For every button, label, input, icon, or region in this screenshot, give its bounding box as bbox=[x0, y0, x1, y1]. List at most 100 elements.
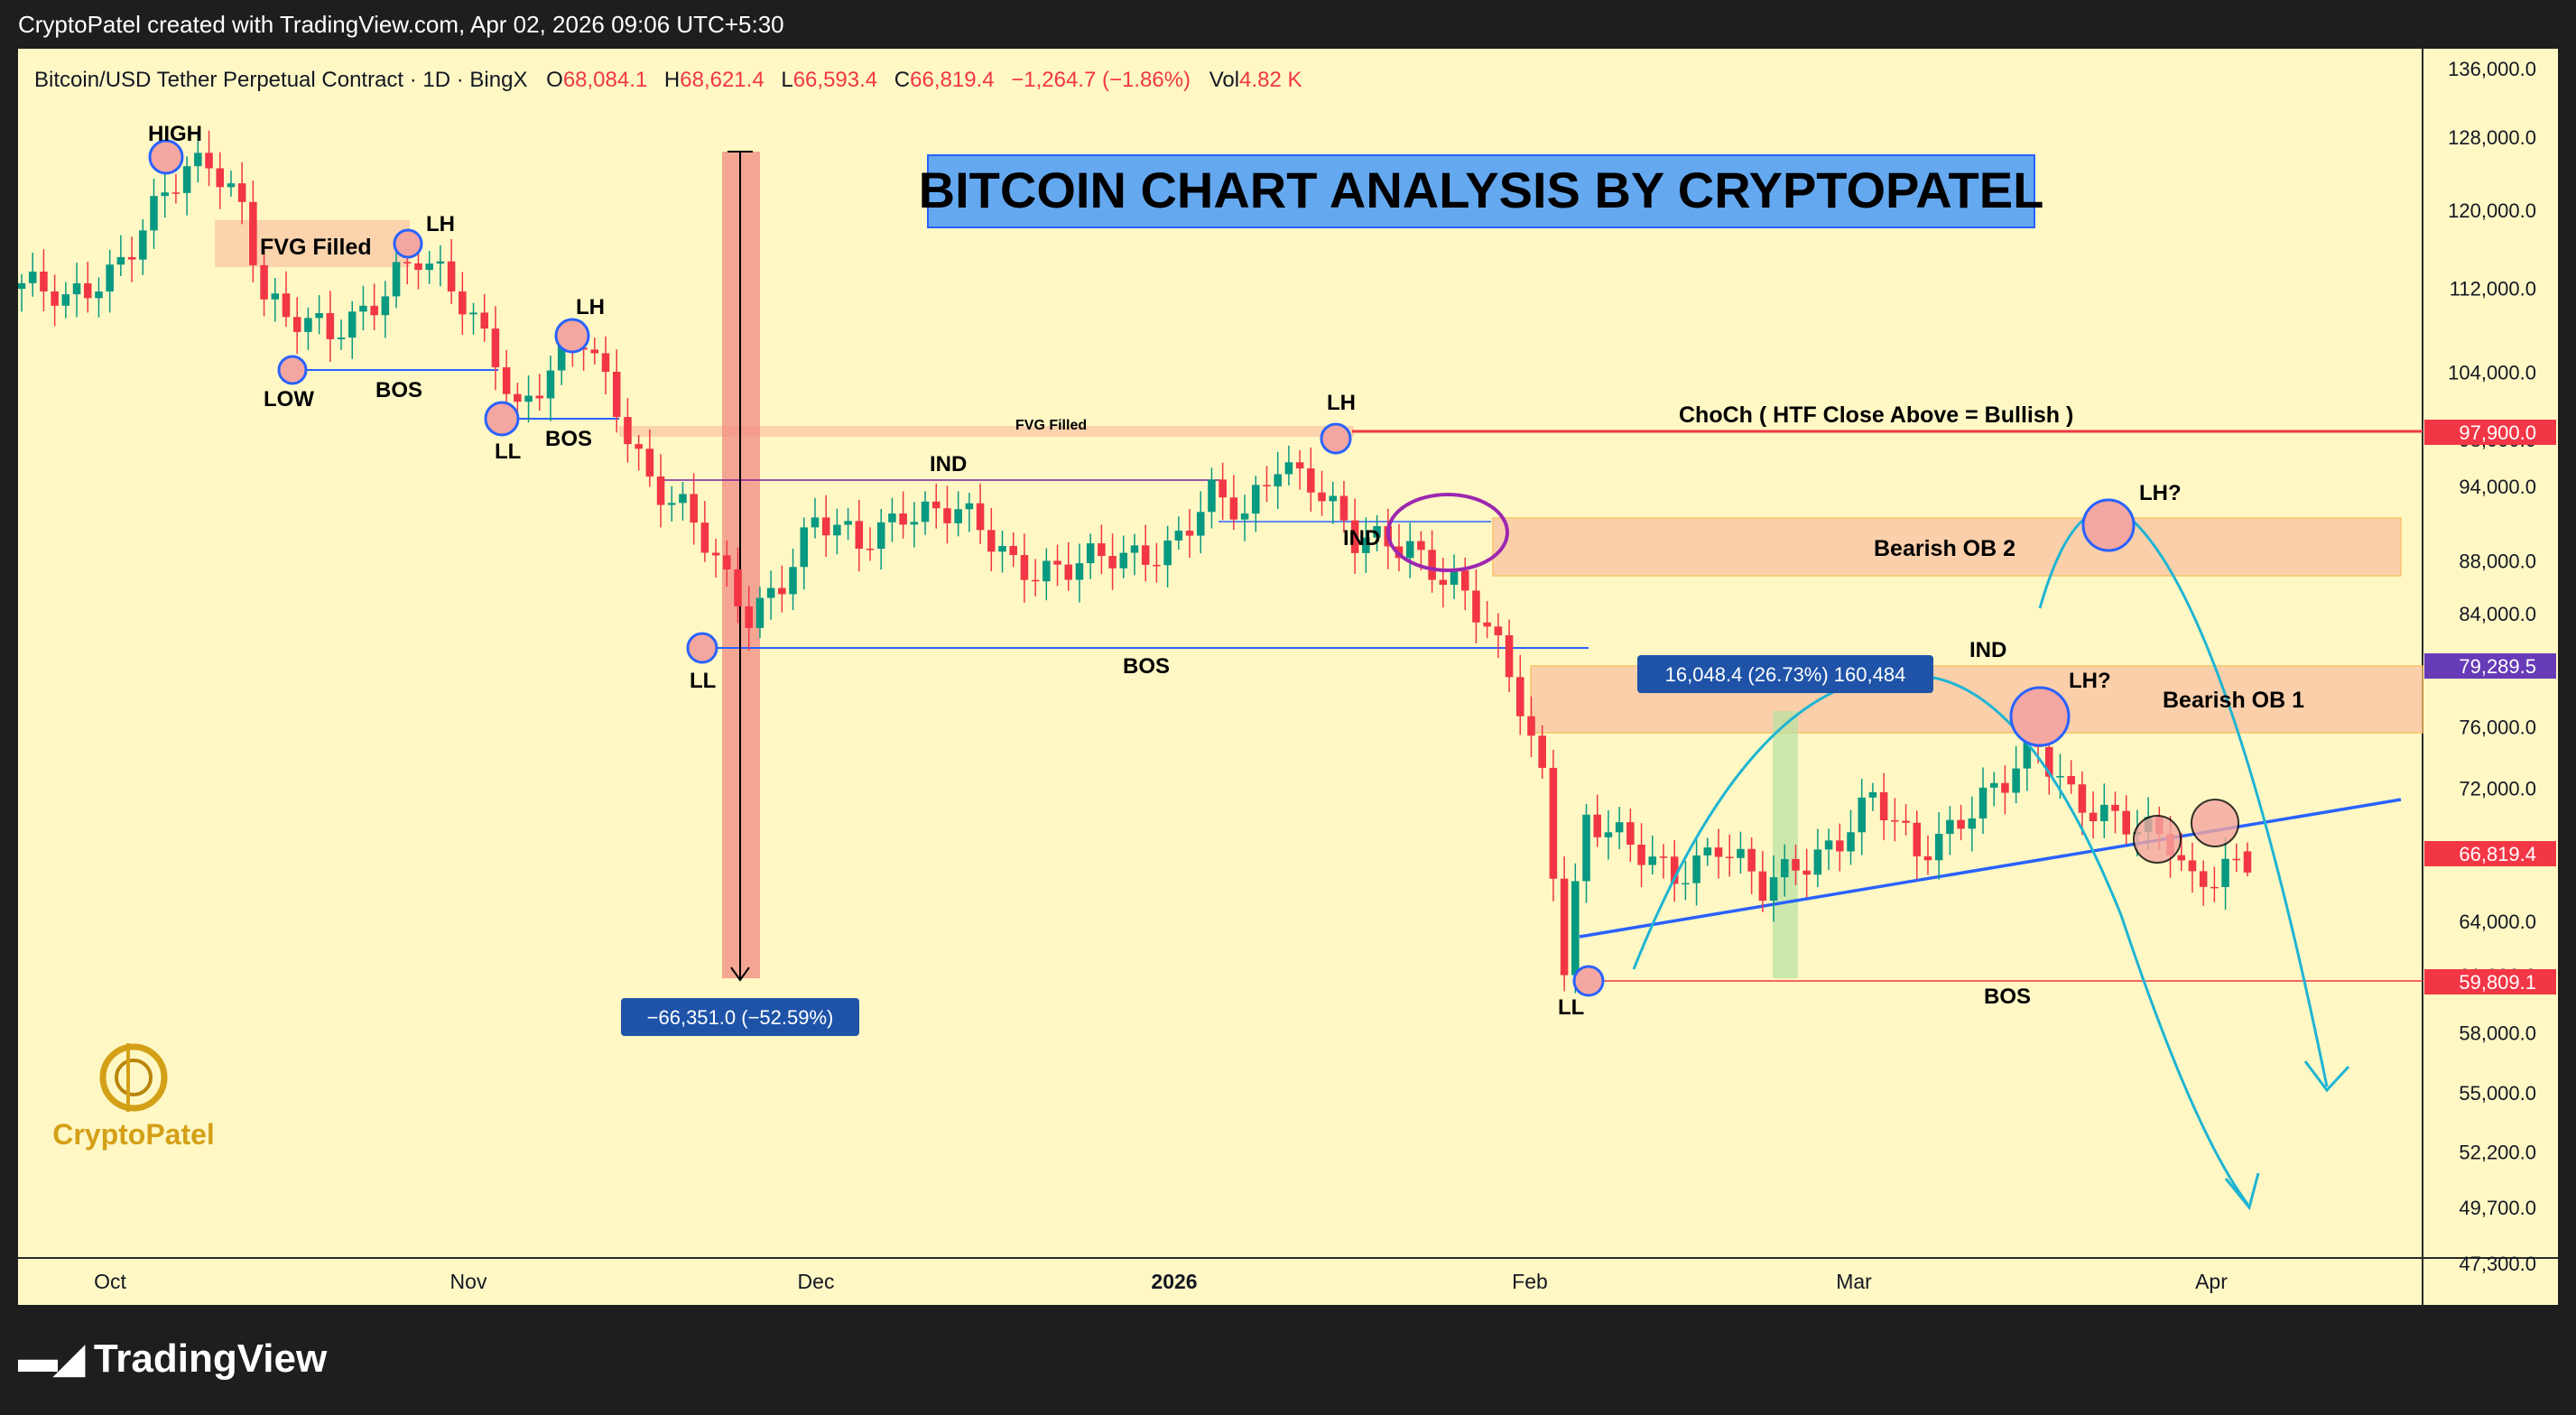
price-badges: 97,900.0 79,289.5 66,819.4 59,809.1 bbox=[2424, 420, 2556, 994]
candle-up bbox=[789, 567, 797, 595]
candle-down bbox=[502, 366, 511, 394]
candle-up bbox=[392, 262, 401, 297]
candle-down bbox=[2177, 855, 2186, 861]
candle-up bbox=[524, 395, 533, 402]
candle-up bbox=[1405, 541, 1414, 559]
candle-up bbox=[1780, 858, 1789, 878]
candle-up bbox=[359, 305, 367, 312]
candle-up bbox=[1119, 552, 1128, 569]
candle-up bbox=[921, 501, 930, 523]
label-ind2: IND bbox=[1343, 526, 1380, 550]
candle-down bbox=[1505, 634, 1514, 678]
footer-bar bbox=[0, 1305, 2576, 1415]
candle-down bbox=[205, 153, 213, 169]
ind2-ellipse bbox=[1386, 493, 1509, 572]
candle-up bbox=[1196, 512, 1205, 536]
bearish-ob2-zone bbox=[1492, 517, 2402, 577]
candle-down bbox=[370, 305, 378, 316]
candle-down bbox=[1549, 767, 1558, 879]
candle-down bbox=[459, 291, 467, 315]
candle-down bbox=[171, 192, 181, 194]
candle-down bbox=[2188, 860, 2197, 872]
price-tick-label: 104,000.0 bbox=[2448, 361, 2536, 384]
candle-up bbox=[17, 282, 26, 290]
candle-down bbox=[1538, 735, 1546, 768]
badge-ob1: 79,289.5 bbox=[2459, 655, 2536, 678]
candle-down bbox=[51, 291, 59, 306]
badge-choch-bg bbox=[2424, 420, 2556, 445]
candle-up bbox=[965, 503, 974, 510]
candle-down bbox=[1295, 462, 1304, 469]
candle-up bbox=[1450, 570, 1459, 585]
candle-down bbox=[976, 503, 985, 531]
candle-down bbox=[1714, 847, 1723, 857]
time-label-feb: Feb bbox=[1512, 1270, 1548, 1293]
logo-text: CryptoPatel bbox=[52, 1118, 215, 1151]
lhq2-circle bbox=[2009, 686, 2071, 747]
projection-curve-2 bbox=[2038, 508, 2329, 1087]
candle-down bbox=[1913, 822, 1922, 856]
projection-curve-1 bbox=[1632, 673, 2249, 1205]
chart-title: BITCOIN CHART ANALYSIS BY CRYPTOPATEL bbox=[919, 162, 2044, 218]
low-circle bbox=[277, 355, 308, 385]
candle-down bbox=[1802, 870, 1811, 875]
lh2-circle bbox=[554, 318, 590, 354]
candle-down bbox=[127, 256, 136, 260]
ll2-circle bbox=[686, 632, 718, 664]
time-label-nov: Nov bbox=[450, 1270, 487, 1293]
label-bos3: BOS bbox=[1123, 654, 1170, 679]
candle-down bbox=[1263, 485, 1271, 486]
candle-up bbox=[1571, 881, 1580, 976]
candle-up bbox=[381, 296, 390, 316]
chart-frame[interactable]: Bitcoin/USD Tether Perpetual Contract · … bbox=[17, 49, 2558, 1305]
fvg-zone-2 bbox=[619, 426, 1354, 437]
candle-up bbox=[28, 271, 37, 283]
badge-choch: 97,900.0 bbox=[2459, 421, 2536, 444]
candle-up bbox=[1858, 797, 1866, 833]
price-tick-label: 49,700.0 bbox=[2459, 1197, 2536, 1219]
label-fvg1: FVG Filled bbox=[260, 235, 372, 260]
tradingview-logo[interactable]: ▬◢ TradingView bbox=[18, 1336, 327, 1382]
chart-canvas[interactable]: Bitcoin/USD Tether Perpetual Contract · … bbox=[17, 49, 2558, 1305]
time-axis[interactable]: Oct Nov Dec 2026 Feb Mar Apr bbox=[94, 1270, 2228, 1293]
candle-up bbox=[95, 291, 103, 299]
candle-up bbox=[557, 343, 566, 371]
candle-down bbox=[2001, 782, 2009, 793]
candle-down bbox=[1185, 531, 1194, 536]
logo-coin-icon bbox=[99, 1043, 168, 1112]
candle-up bbox=[888, 513, 896, 523]
candle-up bbox=[1682, 883, 1690, 885]
candle-up bbox=[150, 196, 158, 231]
candle-up bbox=[1824, 840, 1833, 850]
candle-down bbox=[2232, 858, 2241, 861]
candle-down bbox=[260, 264, 268, 300]
candle-up bbox=[1847, 832, 1855, 852]
label-bos2: BOS bbox=[545, 427, 592, 451]
candle-down bbox=[2078, 784, 2087, 813]
candle-down bbox=[601, 353, 610, 372]
candle-down bbox=[1626, 822, 1635, 845]
candle-up bbox=[954, 509, 962, 523]
bearish-ob1-zone bbox=[1530, 665, 2423, 734]
candle-down bbox=[1891, 819, 1899, 822]
candle-down bbox=[690, 494, 698, 523]
candle-down bbox=[2089, 812, 2098, 821]
time-label-mar: Mar bbox=[1836, 1270, 1872, 1293]
candle-down bbox=[414, 263, 422, 271]
candle-down bbox=[249, 201, 257, 265]
candle-down bbox=[1472, 590, 1480, 623]
candle-up bbox=[1086, 543, 1095, 564]
candle-down bbox=[821, 517, 830, 536]
candle-down bbox=[403, 262, 412, 264]
candle-up bbox=[182, 166, 191, 193]
candle-up bbox=[227, 183, 236, 188]
candle-up bbox=[2100, 804, 2108, 821]
candle-down bbox=[711, 552, 720, 556]
candle-up bbox=[1615, 822, 1624, 833]
price-tick-label: 112,000.0 bbox=[2450, 277, 2536, 300]
label-lh2: LH bbox=[576, 295, 605, 319]
candle-down bbox=[237, 183, 246, 202]
candle-down bbox=[1560, 878, 1569, 976]
break-circle-2 bbox=[2191, 799, 2239, 847]
tradingview-brand: TradingView bbox=[93, 1336, 328, 1381]
